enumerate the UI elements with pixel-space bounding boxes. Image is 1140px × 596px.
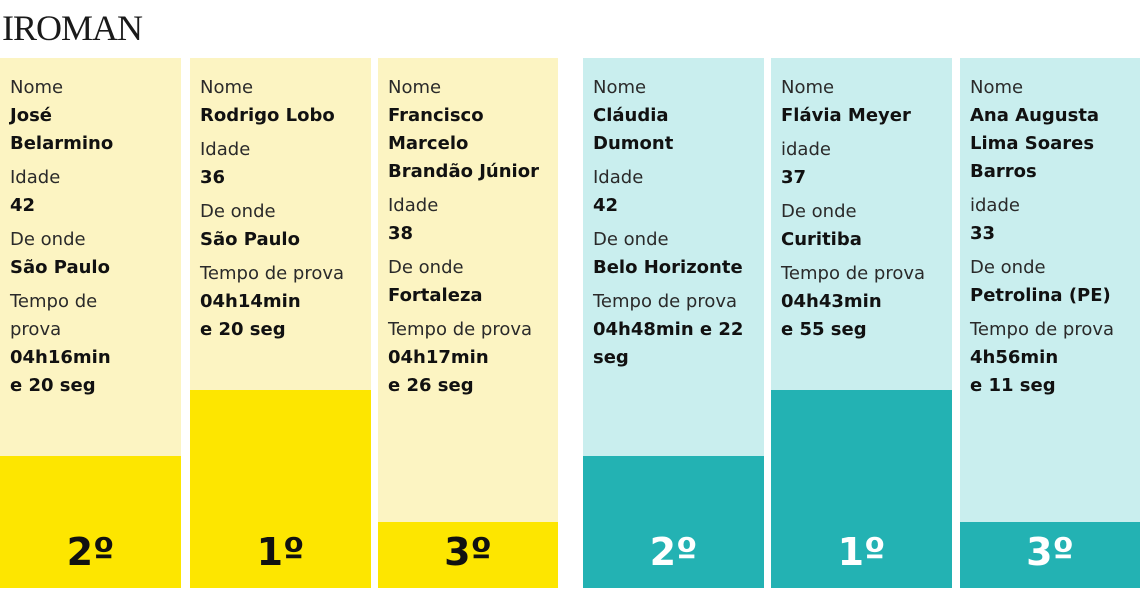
athlete-card-women-3: 3º Nome Ana Augusta Lima Soares Barros i… xyxy=(960,58,1140,588)
name-label: Nome xyxy=(781,77,835,98)
time-label: Tempo de prova xyxy=(593,291,738,312)
athlete-info: Nome José Belarmino Idade 42 De onde São… xyxy=(0,58,181,588)
from-label: De onde xyxy=(388,257,464,278)
time-value: 04h43min e 55 seg xyxy=(781,291,882,340)
age-label: Idade xyxy=(10,167,61,188)
athlete-card-women-2: 2º Nome Cláudia Dumont Idade 42 De onde … xyxy=(583,58,764,588)
age-label: Idade xyxy=(388,195,439,216)
athlete-card-men-3: 3º Nome Francisco Marcelo Brandão Júnior… xyxy=(378,58,558,588)
podium-block: 1º xyxy=(771,390,952,588)
podium-block: 1º xyxy=(190,390,371,588)
name-value: José Belarmino xyxy=(10,105,114,154)
from-value: São Paulo xyxy=(10,257,110,278)
name-label: Nome xyxy=(200,77,254,98)
time-value: 4h56min e 11 seg xyxy=(970,347,1059,396)
athlete-info: Nome Cláudia Dumont Idade 42 De onde Bel… xyxy=(583,58,764,588)
name-value: Flávia Meyer xyxy=(781,105,911,126)
athlete-info: Nome Rodrigo Lobo Idade 36 De onde São P… xyxy=(190,58,371,588)
from-value: Belo Horizonte xyxy=(593,257,743,278)
age-value: 42 xyxy=(10,195,36,216)
time-value: 04h14min e 20 seg xyxy=(200,291,301,340)
age-label: idade xyxy=(970,195,1020,216)
age-value: 33 xyxy=(970,223,996,244)
age-value: 42 xyxy=(593,195,619,216)
from-value: Curitiba xyxy=(781,229,862,250)
athlete-card-men-1: 1º Nome Rodrigo Lobo Idade 36 De onde Sã… xyxy=(190,58,371,588)
name-label: Nome xyxy=(970,77,1024,98)
place-label: 3º xyxy=(444,530,492,574)
place-label: 2º xyxy=(649,530,698,574)
place-label: 1º xyxy=(837,530,886,574)
athlete-info: Nome Ana Augusta Lima Soares Barros idad… xyxy=(960,58,1140,588)
from-value: Fortaleza xyxy=(388,285,483,306)
athlete-card-men-2: 2º Nome José Belarmino Idade 42 De onde … xyxy=(0,58,181,588)
podium-block: 3º xyxy=(960,522,1140,588)
name-label: Nome xyxy=(10,77,64,98)
place-label: 1º xyxy=(256,530,305,574)
podium-block: 2º xyxy=(0,456,181,588)
age-label: idade xyxy=(781,139,831,160)
athlete-info: Nome Flávia Meyer idade 37 De onde Curit… xyxy=(771,58,952,588)
athlete-info: Nome Francisco Marcelo Brandão Júnior Id… xyxy=(378,58,558,588)
time-label: Tempo de prova xyxy=(781,263,926,284)
name-value: Ana Augusta Lima Soares Barros xyxy=(970,105,1100,182)
from-label: De onde xyxy=(10,229,86,250)
time-value: 04h48min e 22 seg xyxy=(593,319,744,368)
time-label: Tempo de prova xyxy=(200,263,345,284)
time-label: Tempo de prova xyxy=(970,319,1115,340)
page-title: IROMAN xyxy=(2,8,143,48)
time-value: 04h17min e 26 seg xyxy=(388,347,489,396)
time-label: Tempo de prova xyxy=(388,319,533,340)
name-value: Rodrigo Lobo xyxy=(200,105,335,126)
age-label: Idade xyxy=(200,139,251,160)
from-value: Petrolina (PE) xyxy=(970,285,1111,306)
name-value: Francisco Marcelo Brandão Júnior xyxy=(388,105,539,182)
name-value: Cláudia Dumont xyxy=(593,105,674,154)
age-value: 36 xyxy=(200,167,226,188)
name-label: Nome xyxy=(593,77,647,98)
athlete-card-women-1: 1º Nome Flávia Meyer idade 37 De onde Cu… xyxy=(771,58,952,588)
from-label: De onde xyxy=(781,201,857,222)
place-label: 3º xyxy=(1026,530,1074,574)
age-value: 38 xyxy=(388,223,414,244)
time-value: 04h16min e 20 seg xyxy=(10,347,111,396)
from-value: São Paulo xyxy=(200,229,300,250)
from-label: De onde xyxy=(970,257,1046,278)
podium-block: 3º xyxy=(378,522,558,588)
place-label: 2º xyxy=(66,530,115,574)
time-label: Tempo de prova xyxy=(10,291,98,340)
age-value: 37 xyxy=(781,167,807,188)
from-label: De onde xyxy=(200,201,276,222)
podium-block: 2º xyxy=(583,456,764,588)
from-label: De onde xyxy=(593,229,669,250)
name-label: Nome xyxy=(388,77,442,98)
age-label: Idade xyxy=(593,167,644,188)
